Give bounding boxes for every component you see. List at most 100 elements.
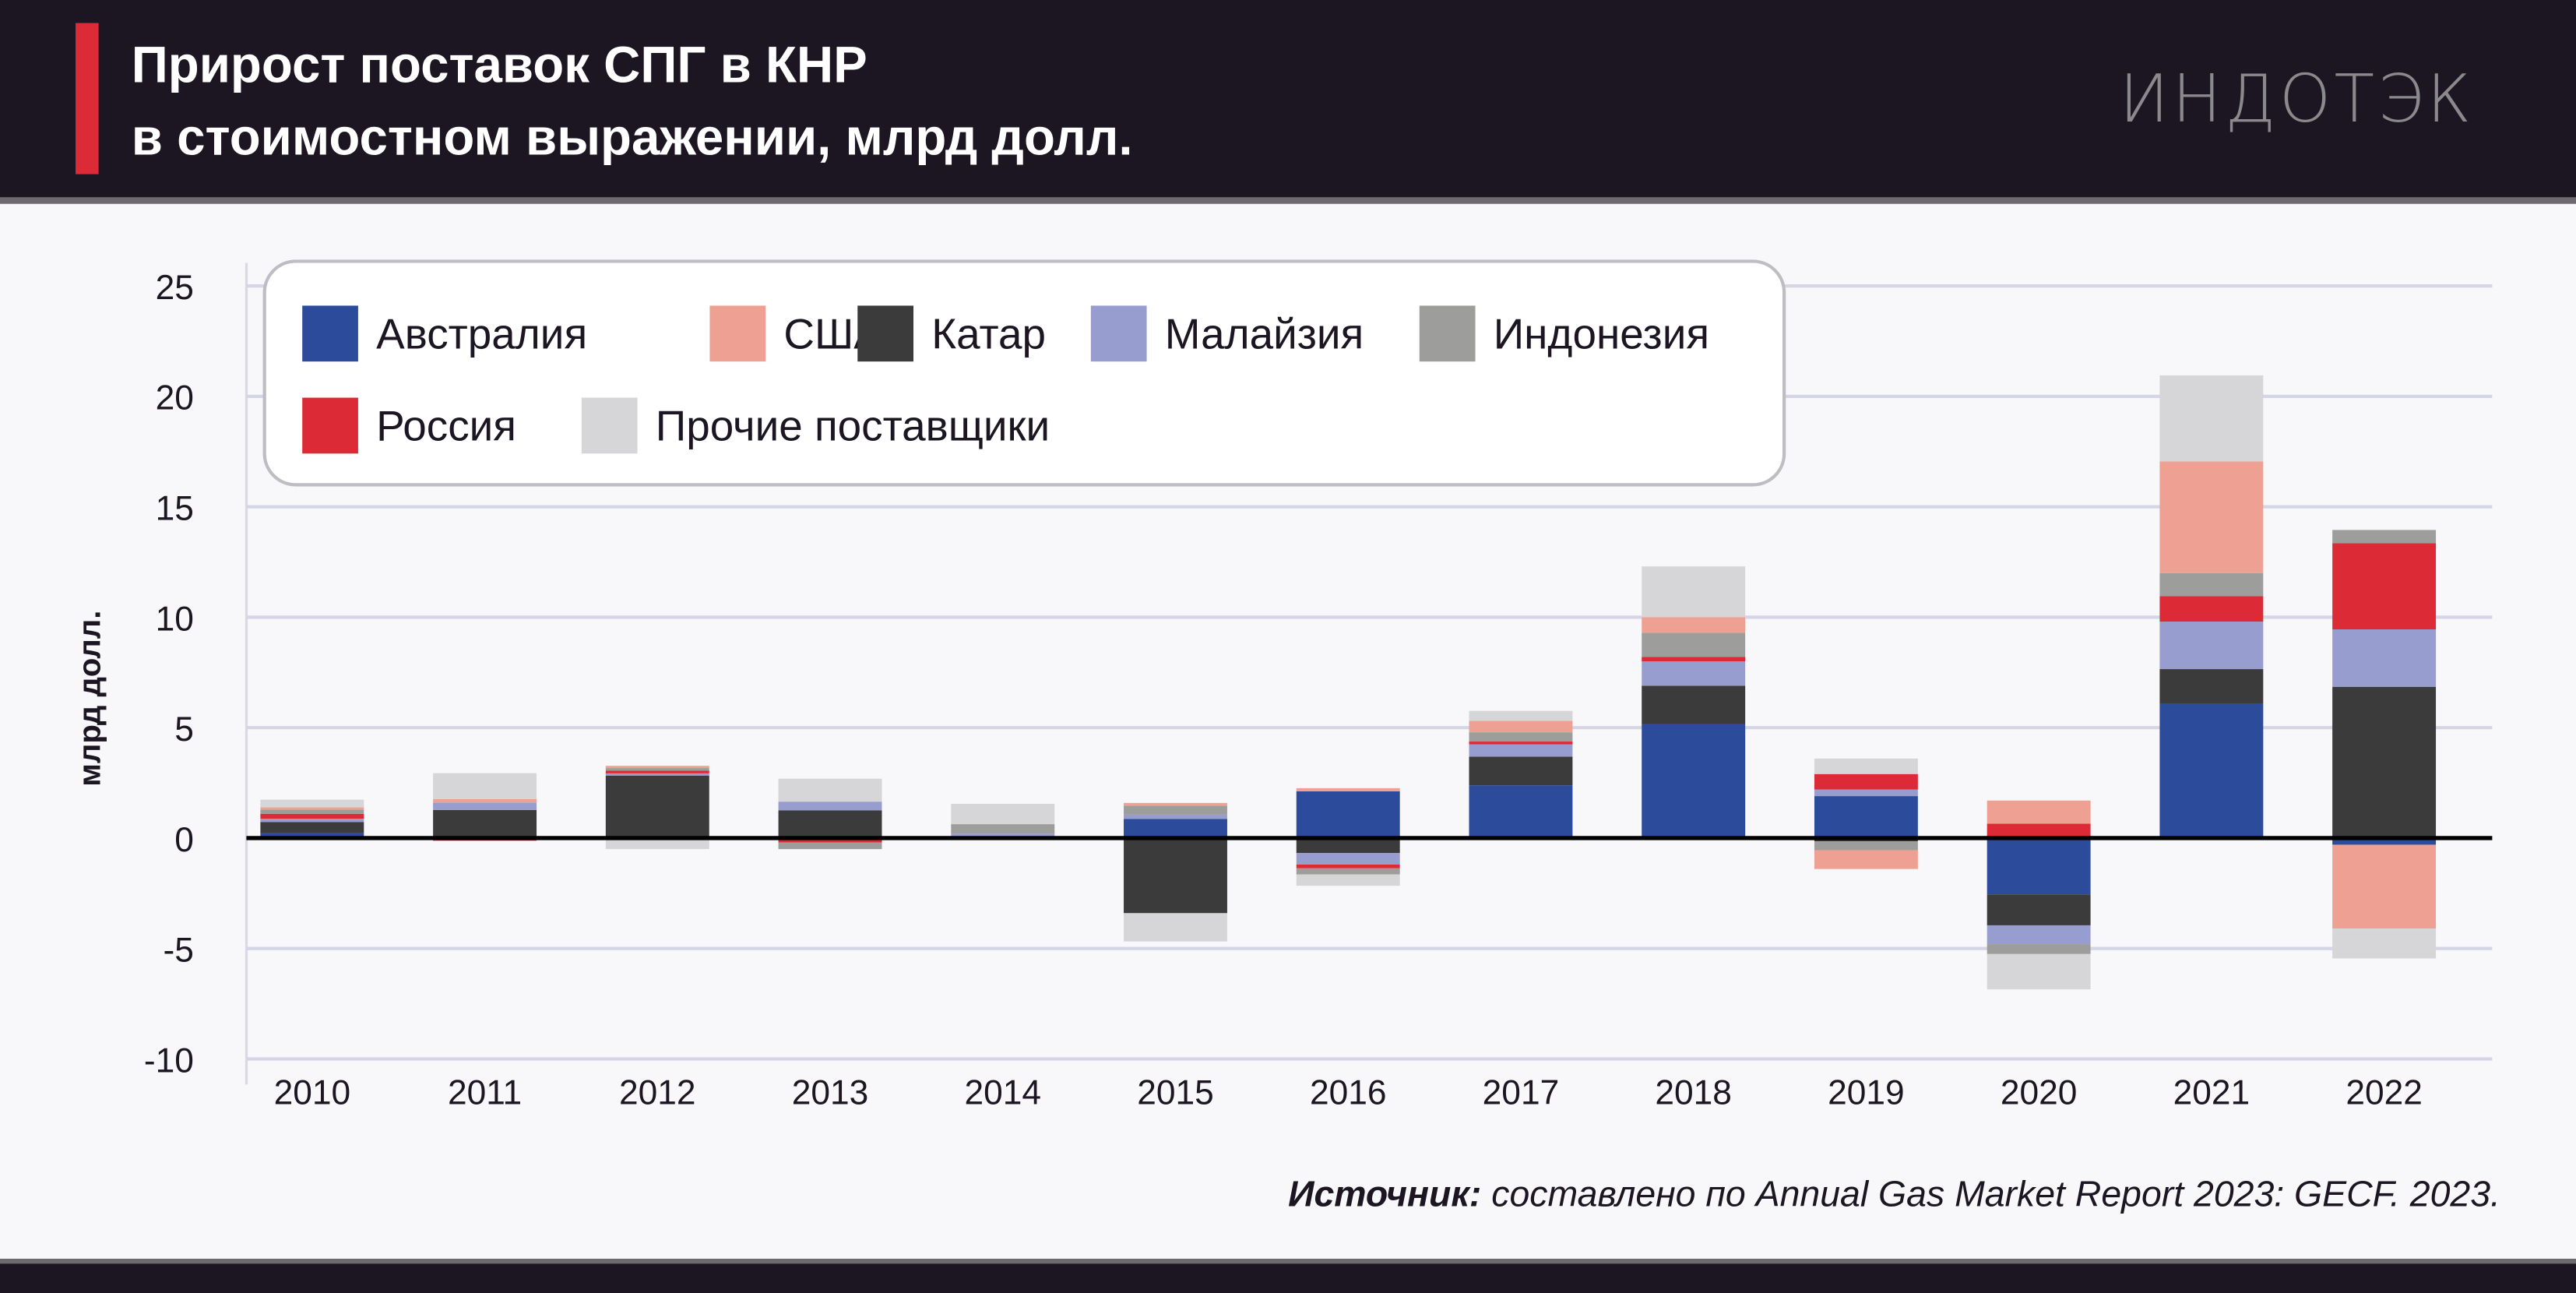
bar-segment	[1814, 850, 1918, 869]
bar-segment	[433, 809, 537, 837]
bar-segment	[2332, 629, 2437, 687]
bar-segment	[778, 842, 882, 850]
bar-segment	[1987, 925, 2091, 945]
bar-segment	[605, 773, 709, 776]
x-tick-label: 2021	[2173, 1074, 2250, 1112]
bar-segment	[1814, 796, 1918, 838]
bar-segment	[951, 833, 1055, 838]
legend-item: Индонезия	[1419, 305, 1709, 362]
y-tick-label: 25	[156, 269, 194, 307]
bar-segment	[605, 770, 709, 773]
source-label: Источник:	[1288, 1173, 1482, 1215]
bar-segment	[2159, 669, 2264, 703]
source-text: составлено по Annual Gas Market Report 2…	[1481, 1173, 2500, 1215]
legend-item: Катар	[857, 305, 1046, 362]
bar-segment	[2159, 573, 2264, 597]
header: Прирост поставок СПГ в КНР в стоимостном…	[0, 0, 2576, 204]
y-tick-label: 10	[156, 600, 194, 638]
y-tick-label: 5	[174, 710, 194, 749]
bar-segment	[951, 824, 1055, 834]
x-tick-label: 2017	[1483, 1074, 1560, 1112]
bar-segment	[1642, 566, 1746, 618]
legend-label: Австралия	[376, 308, 588, 358]
bar-segment	[2332, 928, 2437, 959]
bar-segment	[778, 837, 882, 843]
x-tick-label: 2019	[1828, 1074, 1905, 1112]
bar-segment	[1642, 632, 1746, 657]
accent-bar	[76, 23, 99, 174]
logo: ИНДОТЭК	[2119, 62, 2475, 139]
bar-segment	[1814, 773, 1918, 790]
source-note: Источник: составлено по Annual Gas Marke…	[1288, 1173, 2500, 1216]
bar-segment	[605, 766, 709, 769]
legend-swatch	[1419, 305, 1476, 362]
bar-segment	[2332, 844, 2437, 929]
bar-segment	[2332, 837, 2437, 845]
x-tick-label: 2014	[964, 1074, 1041, 1112]
x-tick-label: 2020	[2001, 1074, 2078, 1112]
bar-segment	[1296, 791, 1400, 838]
legend-swatch	[709, 305, 766, 362]
legend-swatch	[302, 305, 358, 362]
bar-segment	[1469, 744, 1573, 757]
bar-segment	[433, 802, 537, 810]
y-tick-label: -5	[164, 932, 194, 970]
bar-segment	[1642, 617, 1746, 633]
legend-swatch	[302, 397, 358, 454]
legend-item: Малайзия	[1090, 305, 1364, 362]
legend-swatch	[857, 305, 913, 362]
bar-segment	[605, 775, 709, 838]
bar-segment	[1469, 732, 1573, 742]
legend-item: Россия	[302, 397, 517, 454]
title-line-2: в стоимостном выражении, млрд долл.	[131, 108, 1133, 167]
bar-segment	[260, 799, 364, 808]
bar-segment	[260, 813, 364, 819]
bar-segment	[1987, 800, 2091, 824]
bar-segment	[1469, 785, 1573, 838]
legend-item: США	[709, 305, 882, 362]
bar-segment	[1124, 913, 1227, 942]
bar-segment	[1987, 953, 2091, 990]
bar-segment	[1987, 823, 2091, 838]
y-tick-label: 20	[156, 379, 194, 417]
bar-segment	[778, 810, 882, 838]
bar-segment	[2159, 461, 2264, 573]
bar-segment	[1124, 805, 1227, 815]
bar-segment	[1296, 787, 1400, 791]
y-axis-label: млрд долл.	[73, 611, 107, 787]
bar-segment	[1296, 868, 1400, 875]
bar-segment	[433, 773, 537, 799]
bar-segment	[1814, 789, 1918, 797]
legend-label: Катар	[931, 308, 1046, 358]
legend-item: Австралия	[302, 305, 588, 362]
x-tick-label: 2011	[448, 1074, 522, 1112]
bar-segment	[260, 818, 364, 823]
bar-segment	[778, 778, 882, 802]
bar-segment	[2332, 543, 2437, 629]
bar-segment	[1469, 742, 1573, 745]
bar-segment	[1296, 864, 1400, 868]
x-tick-label: 2012	[619, 1074, 696, 1112]
legend-label: Малайзия	[1164, 308, 1364, 358]
legend-label: Россия	[376, 400, 517, 450]
bar-segment	[1296, 837, 1400, 854]
x-tick-label: 2010	[274, 1074, 351, 1112]
x-tick-label: 2015	[1137, 1074, 1214, 1112]
footer-bar	[0, 1259, 2576, 1293]
bar-segment	[1987, 837, 2091, 895]
bar-segment	[1469, 720, 1573, 733]
bar-segment	[605, 768, 709, 771]
legend-item: Прочие поставщики	[581, 397, 1050, 454]
bar-segment	[1124, 837, 1227, 914]
bar-segment	[1469, 756, 1573, 786]
legend: Австралия США Катар Малайзия Индонезия Россия…	[262, 259, 1786, 487]
y-tick-label: 15	[156, 490, 194, 528]
bar-segment	[1987, 894, 2091, 925]
bar-segment	[2159, 703, 2264, 838]
bar-segment	[1296, 853, 1400, 865]
x-tick-label: 2022	[2345, 1074, 2423, 1112]
x-tick-label: 2013	[792, 1074, 869, 1112]
bar-segment	[2332, 530, 2437, 544]
